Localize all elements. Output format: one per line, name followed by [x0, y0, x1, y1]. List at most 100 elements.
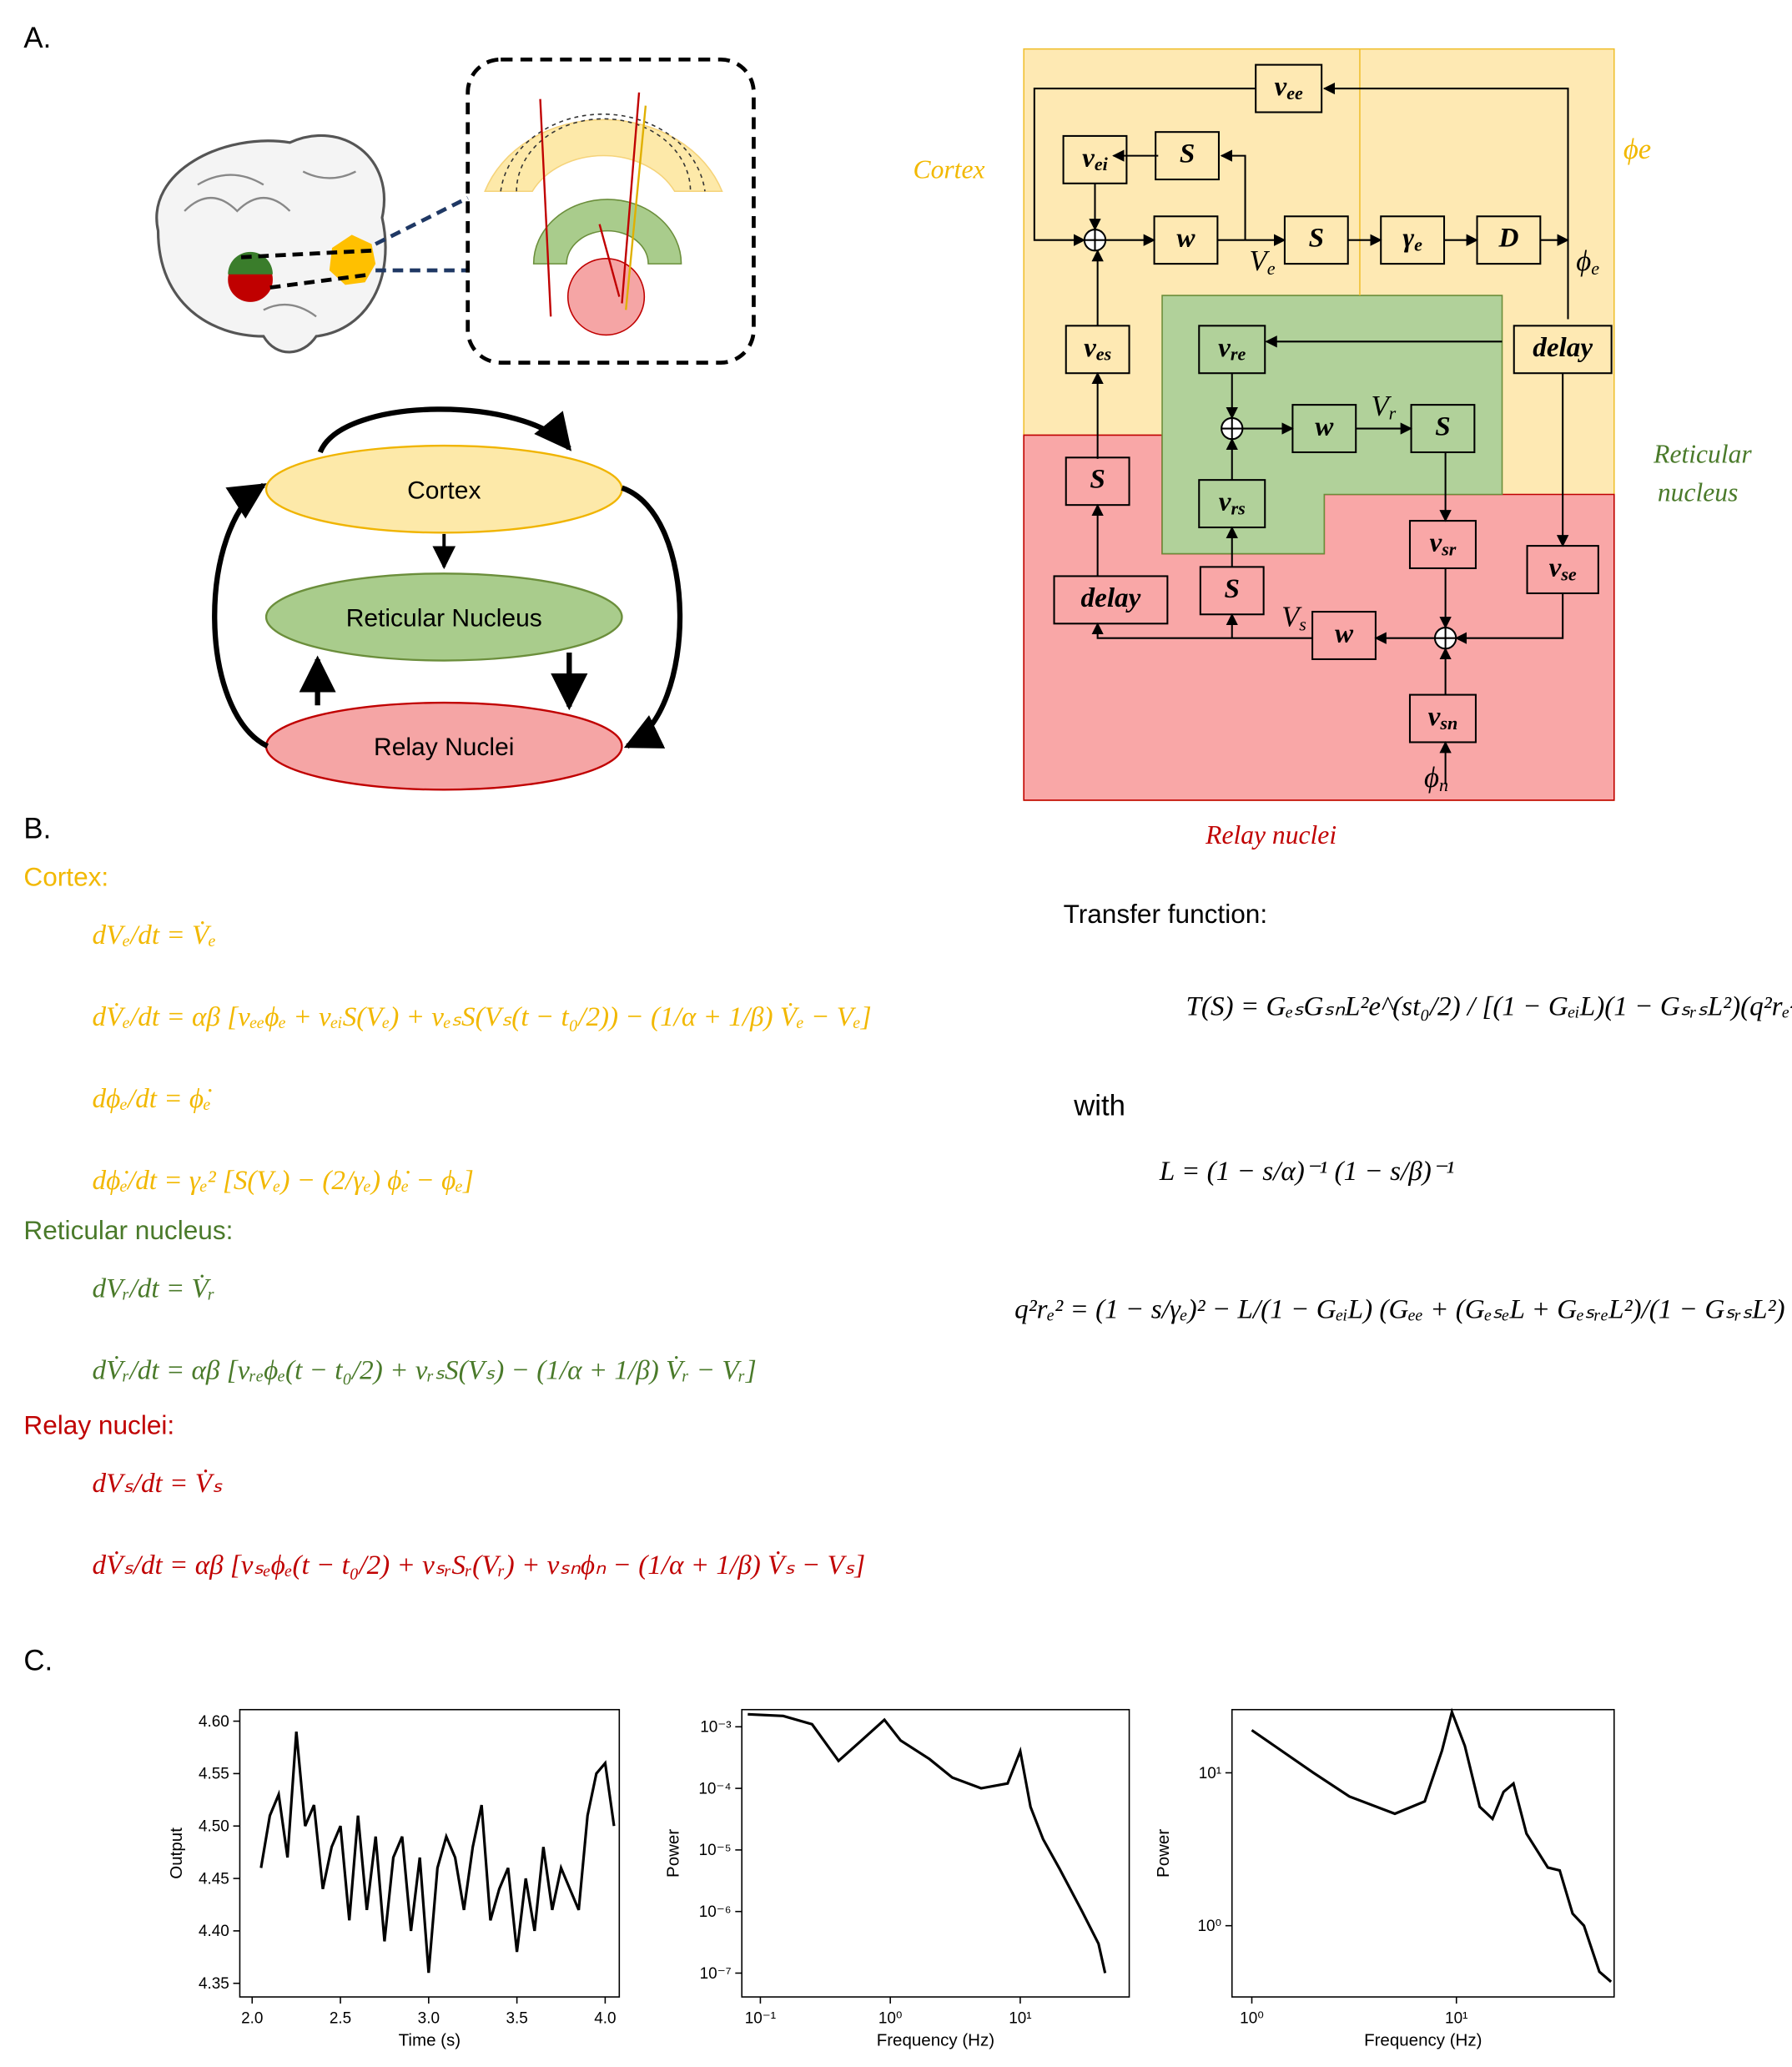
- block: [1062, 134, 1128, 184]
- label-base: S: [1435, 411, 1450, 441]
- plot-frame: [239, 1708, 621, 1998]
- block-label: vrs: [1219, 486, 1246, 518]
- y-axis-label: Output: [167, 1828, 186, 1879]
- block: [1155, 131, 1220, 181]
- label-base: w: [1335, 618, 1354, 648]
- label-base: w: [1176, 222, 1196, 253]
- label-base: γ: [1402, 222, 1414, 253]
- block: [1380, 215, 1446, 265]
- wire: [1033, 88, 1256, 246]
- panel-label: C.: [23, 1645, 53, 1676]
- label-base: delay: [1081, 582, 1141, 613]
- block-label: Vs: [1281, 601, 1306, 635]
- equation: dV̇ᵣ/dt = αβ [vᵣₑϕₑ(t − t₀/2) + vᵣₛS(Vₛ)…: [93, 1354, 757, 1385]
- block: [1476, 215, 1542, 265]
- block-label: S: [1180, 138, 1195, 169]
- node-label: Cortex: [407, 476, 481, 504]
- y-axis-label: Power: [1154, 1829, 1173, 1878]
- block-label: w: [1176, 222, 1196, 253]
- equation: dϕ̇ₑ/dt = γₑ² [S(Vₑ) − (2/γₑ) ϕ̇ₑ − ϕₑ]: [93, 1165, 474, 1196]
- y-tick-label: 10⁻³: [700, 1719, 731, 1737]
- equation: dVₛ/dt = V̇ₛ: [93, 1468, 223, 1499]
- panel-label: B.: [23, 814, 51, 845]
- equation-heading: Reticular nucleus:: [23, 1215, 233, 1245]
- block-label: vee: [1274, 71, 1303, 103]
- block-label: Ve: [1250, 245, 1276, 279]
- y-axis-label: Power: [663, 1829, 682, 1878]
- label-sub: sr: [1441, 539, 1457, 560]
- label-sub: es: [1096, 344, 1111, 365]
- label-base: S: [1309, 222, 1324, 253]
- brain-illustration: [155, 57, 756, 365]
- block-label: S: [1225, 572, 1240, 603]
- summing-cross: [1221, 417, 1243, 440]
- block-label: vsr: [1429, 527, 1456, 559]
- block: [1065, 456, 1130, 507]
- label-sub: r: [1389, 403, 1397, 424]
- block-label: delay: [1533, 331, 1593, 362]
- label-base: ϕ: [1576, 245, 1591, 277]
- block: [1311, 611, 1377, 660]
- block: [1291, 404, 1357, 454]
- node-label: Reticular Nucleus: [346, 604, 542, 632]
- label-base: v: [1428, 701, 1441, 732]
- block: [1513, 325, 1613, 375]
- region-label: Cortex: [914, 154, 985, 184]
- block: [1255, 63, 1323, 113]
- y-tick-label: 4.60: [199, 1713, 229, 1731]
- block-label: ves: [1084, 331, 1111, 364]
- label-base: v: [1084, 331, 1096, 362]
- block-label: ϕe: [1576, 245, 1599, 279]
- label-sub: rs: [1231, 498, 1246, 519]
- summing-cross: [1434, 628, 1457, 649]
- wire: [1091, 622, 1313, 639]
- panel-label: A.: [23, 23, 51, 54]
- label-base: ϕ: [1424, 761, 1439, 794]
- x-tick-label: 2.5: [330, 2010, 351, 2028]
- summing-cross: [1084, 229, 1106, 251]
- block: [1199, 566, 1265, 616]
- block: [1053, 575, 1169, 625]
- data-line: [1251, 1707, 1613, 1984]
- region-label: ϕe: [1623, 133, 1651, 165]
- y-tick-label: 4.55: [199, 1766, 229, 1783]
- block-label: vsn: [1428, 701, 1458, 734]
- label-base: v: [1082, 142, 1095, 173]
- block-regions: [1023, 48, 1615, 801]
- equation-heading: with: [1073, 1090, 1125, 1122]
- y-tick-label: 4.45: [199, 1870, 229, 1888]
- equation: dV̇ₑ/dt = αβ [vₑₑϕₑ + vₑᵢS(Vₑ) + vₑₛS(Vₛ…: [93, 1001, 872, 1032]
- equation: q²rₑ² = (1 − s/γₑ)² − L/(1 − GₑᵢL) (Gₑₑ …: [1014, 1294, 1792, 1325]
- equation-heading: Cortex:: [23, 862, 108, 892]
- label-sub: e: [1267, 258, 1276, 279]
- block: [1526, 545, 1599, 595]
- x-tick-label: 4.0: [594, 2010, 616, 2028]
- y-tick-label: 4.35: [199, 1975, 229, 1993]
- block-label: w: [1315, 411, 1334, 441]
- block-label: vei: [1082, 142, 1109, 174]
- label-base: S: [1225, 572, 1240, 603]
- block: [1408, 520, 1477, 569]
- block: [1198, 325, 1266, 375]
- block-label: ϕn: [1424, 761, 1448, 795]
- y-tick-label: 10⁰: [1197, 1918, 1221, 1935]
- label-base: w: [1315, 411, 1334, 441]
- x-axis-label: Time (s): [399, 2030, 461, 2049]
- label-base: delay: [1533, 331, 1593, 362]
- equation: T(S) = GₑₛGₛₙL²e^(st₀/2) / [(1 − GₑᵢL)(1…: [1185, 991, 1792, 1021]
- label-base: v: [1218, 331, 1231, 362]
- label-base: V: [1371, 390, 1392, 422]
- x-tick-label: 2.0: [241, 2010, 263, 2028]
- equation: L = (1 − s/α)⁻¹ (1 − s/β)⁻¹: [1159, 1156, 1454, 1187]
- block-wires: [1033, 82, 1569, 784]
- y-tick-label: 10⁻⁵: [699, 1842, 732, 1859]
- y-tick-label: 10⁻⁷: [700, 1965, 732, 1983]
- label-sub: re: [1231, 344, 1246, 365]
- y-tick-label: 10⁻⁶: [699, 1903, 732, 1921]
- wire: [1220, 149, 1246, 240]
- y-tick-label: 4.40: [199, 1923, 229, 1940]
- x-tick-label: 10¹: [1445, 2010, 1467, 2028]
- x-tick-label: 10⁰: [1240, 2010, 1264, 2028]
- node-label: Relay Nuclei: [374, 734, 514, 761]
